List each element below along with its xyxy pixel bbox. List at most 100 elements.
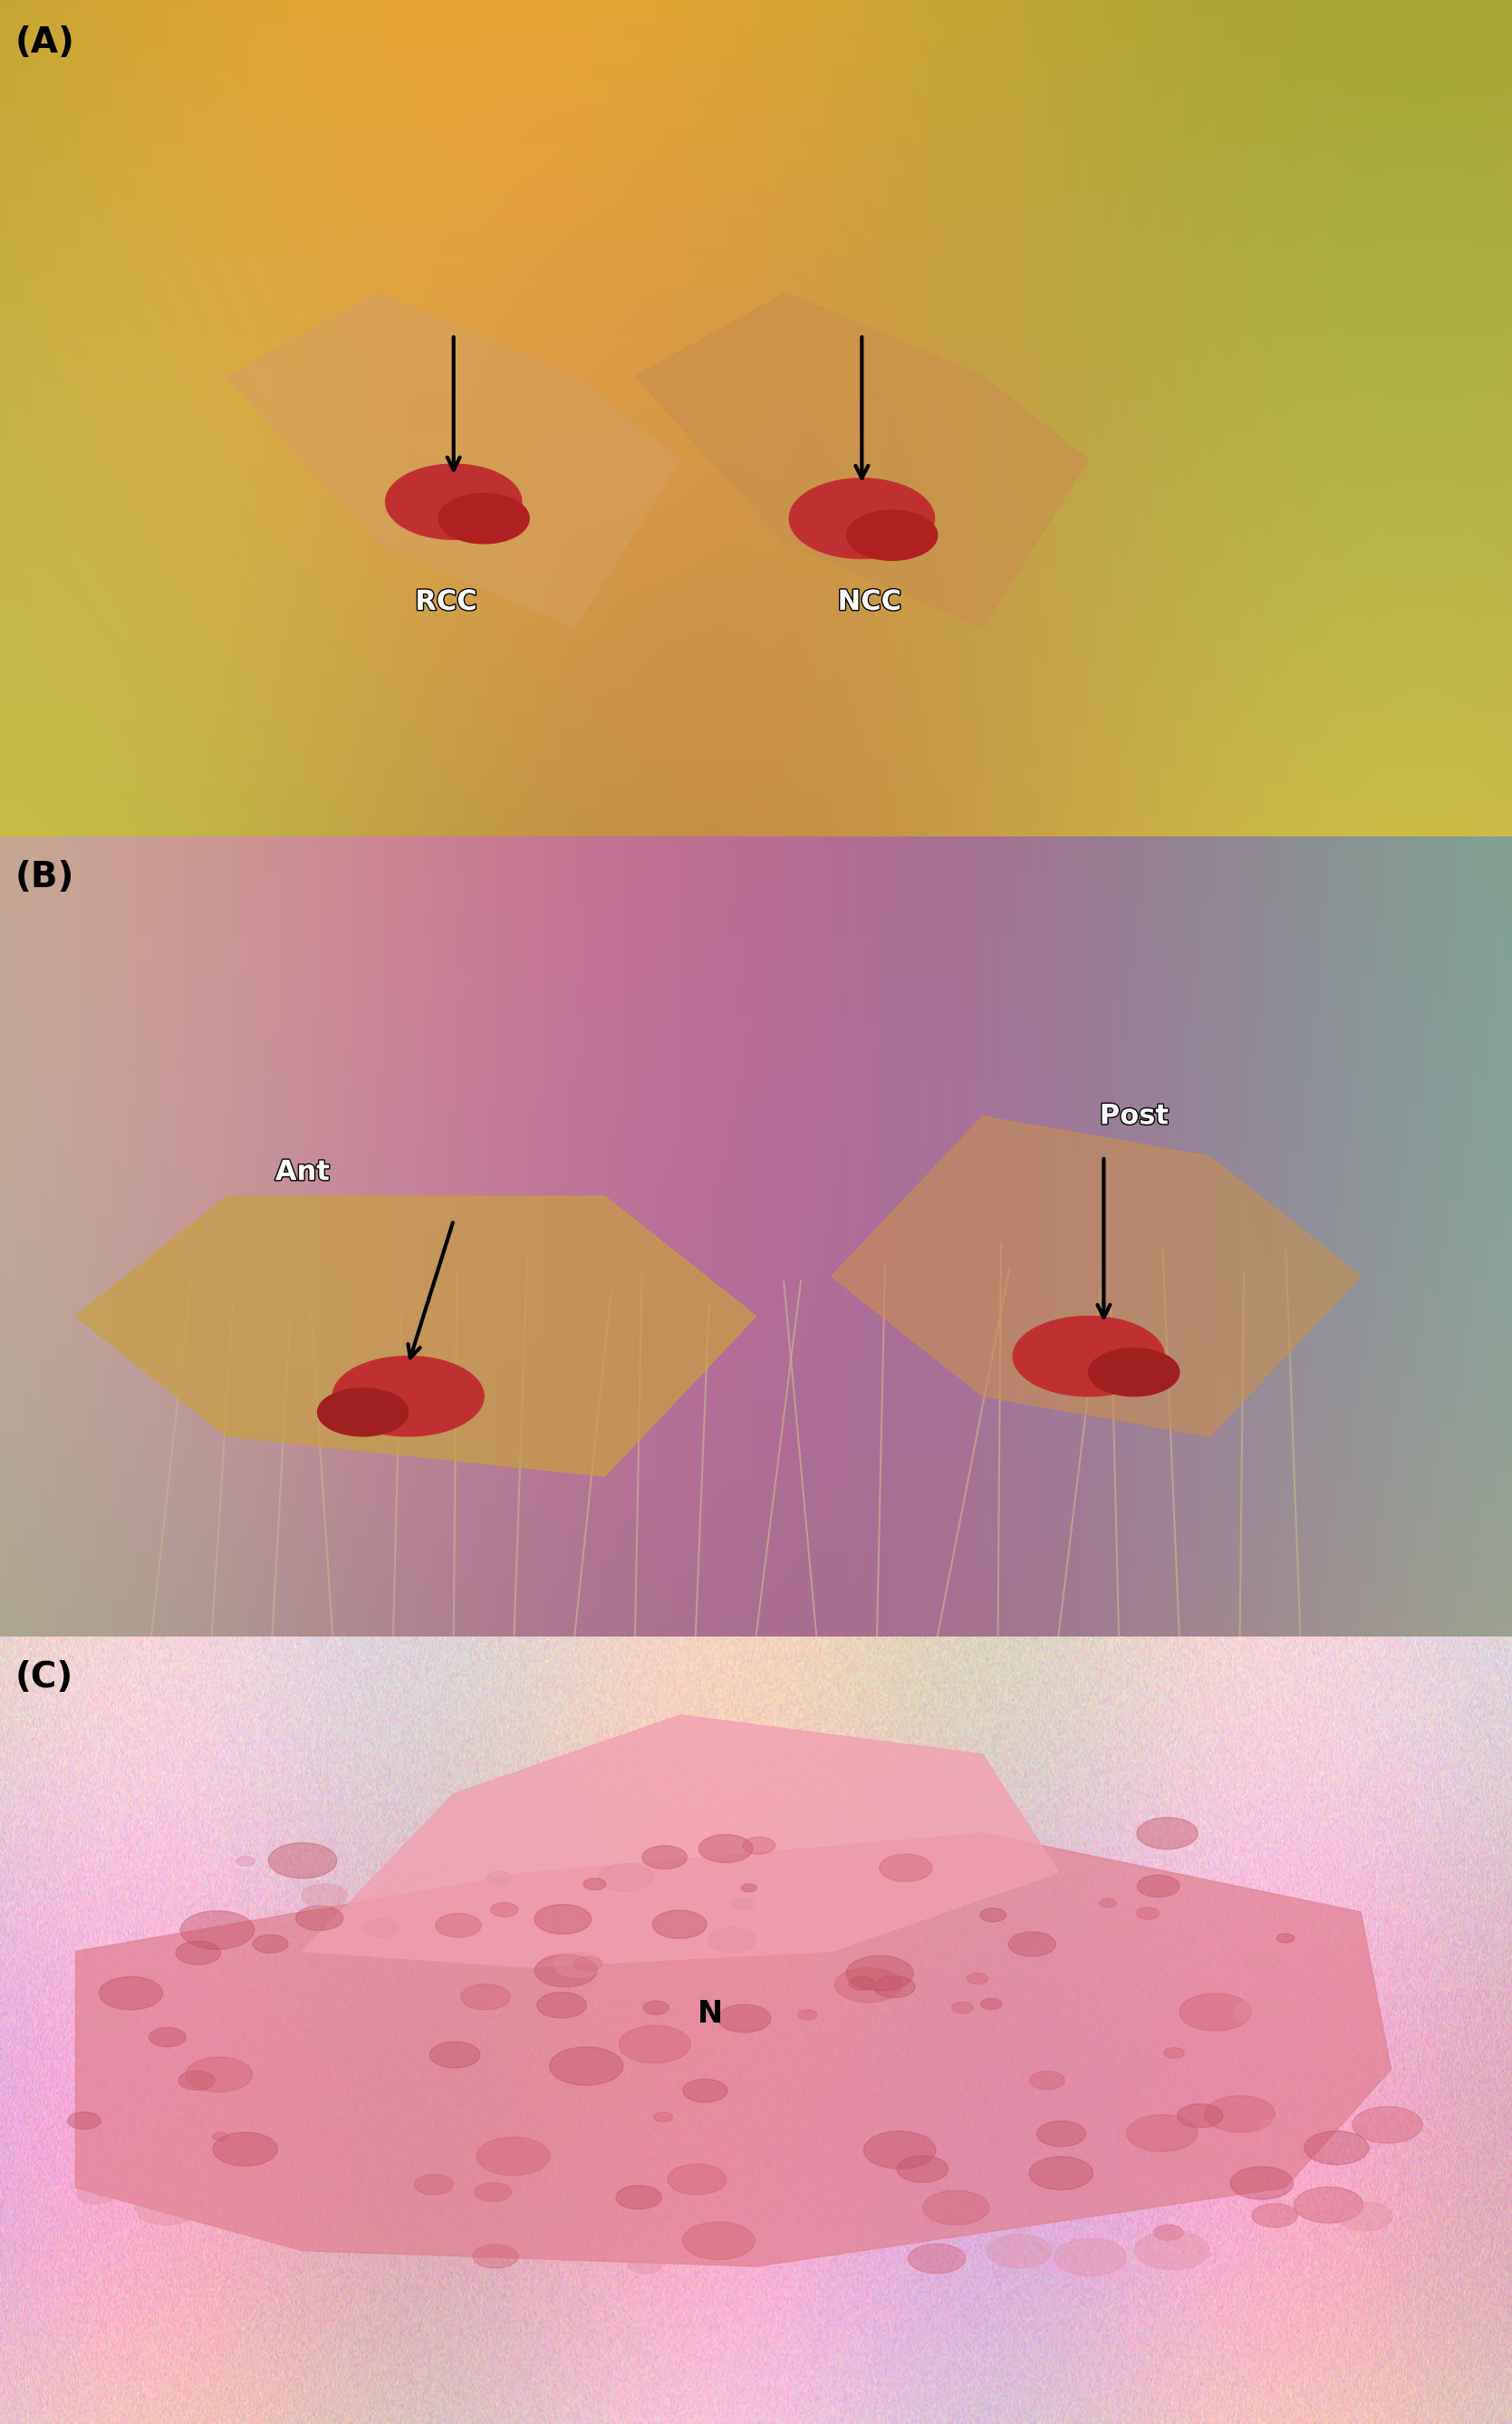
Circle shape (1126, 2114, 1198, 2153)
Circle shape (966, 1973, 987, 1983)
Circle shape (1154, 2225, 1184, 2240)
Circle shape (136, 2194, 195, 2225)
Circle shape (296, 1905, 343, 1930)
Circle shape (298, 2177, 327, 2194)
Circle shape (553, 1951, 603, 1978)
Circle shape (863, 2131, 936, 2169)
Circle shape (364, 1920, 399, 1937)
Circle shape (987, 2235, 1052, 2269)
Circle shape (535, 1954, 597, 1988)
Circle shape (318, 1389, 408, 1435)
Circle shape (1178, 2104, 1223, 2128)
Circle shape (269, 1842, 337, 1879)
Circle shape (1089, 1348, 1179, 1396)
Circle shape (175, 1942, 221, 1966)
Circle shape (1099, 1898, 1116, 1908)
Circle shape (1337, 2201, 1393, 2230)
Circle shape (643, 1845, 686, 1869)
Circle shape (627, 2254, 662, 2274)
Circle shape (1009, 1932, 1055, 1956)
Circle shape (1231, 2167, 1293, 2199)
Circle shape (1235, 1997, 1290, 2024)
Circle shape (909, 2245, 965, 2274)
Circle shape (1261, 2119, 1287, 2133)
Circle shape (1305, 2131, 1368, 2165)
Circle shape (742, 1837, 776, 1854)
Circle shape (1243, 1954, 1276, 1971)
Circle shape (1164, 2048, 1184, 2058)
Circle shape (186, 2058, 253, 2092)
Text: (B): (B) (15, 861, 74, 894)
Polygon shape (635, 293, 1089, 628)
Circle shape (1137, 1876, 1179, 1898)
Circle shape (682, 2223, 754, 2259)
Circle shape (732, 1898, 753, 1910)
Circle shape (537, 1993, 587, 2019)
Circle shape (741, 1883, 756, 1891)
Circle shape (699, 1835, 753, 1862)
Circle shape (180, 1910, 254, 1949)
Circle shape (475, 2182, 511, 2201)
Circle shape (789, 478, 934, 558)
Circle shape (552, 2199, 617, 2233)
Circle shape (150, 2026, 186, 2046)
Circle shape (951, 2002, 974, 2014)
Circle shape (473, 2245, 519, 2269)
Text: (A): (A) (15, 24, 74, 61)
Circle shape (897, 2155, 948, 2182)
Circle shape (1087, 1917, 1139, 1944)
Polygon shape (302, 1716, 1058, 1968)
Polygon shape (832, 1115, 1361, 1435)
Circle shape (618, 2026, 691, 2063)
Text: (C): (C) (15, 1660, 73, 1694)
Circle shape (301, 1883, 346, 1908)
Circle shape (1137, 1908, 1160, 1920)
Circle shape (922, 2191, 989, 2225)
Circle shape (980, 1908, 1005, 1922)
Circle shape (253, 1934, 287, 1954)
Circle shape (874, 1976, 915, 1997)
Text: N: N (699, 2000, 723, 2029)
Text: Ant: Ant (275, 1159, 330, 1185)
Circle shape (1037, 2121, 1086, 2148)
Circle shape (1030, 2070, 1064, 2089)
Circle shape (683, 2080, 727, 2102)
Circle shape (429, 2041, 481, 2068)
Circle shape (1054, 2237, 1126, 2276)
Circle shape (847, 509, 937, 560)
Circle shape (1013, 1316, 1164, 1396)
Circle shape (438, 494, 529, 543)
Text: Post: Post (1099, 1103, 1169, 1130)
Circle shape (798, 2009, 816, 2019)
Polygon shape (76, 1197, 756, 1476)
Circle shape (491, 1903, 519, 1917)
Circle shape (1152, 2138, 1225, 2177)
Circle shape (534, 1905, 591, 1934)
Circle shape (599, 1864, 653, 1891)
Circle shape (643, 2000, 668, 2014)
Circle shape (981, 1997, 1002, 2009)
Circle shape (178, 2070, 215, 2089)
Circle shape (1179, 1993, 1252, 2031)
Circle shape (236, 1857, 254, 1866)
Circle shape (1294, 2186, 1364, 2223)
Circle shape (668, 2165, 726, 2194)
Circle shape (1030, 2157, 1093, 2189)
Circle shape (1352, 2106, 1423, 2143)
Text: RCC: RCC (416, 589, 476, 616)
Circle shape (1128, 2056, 1166, 2075)
Circle shape (652, 1910, 706, 1939)
Circle shape (848, 1976, 874, 1990)
Circle shape (584, 1879, 606, 1891)
Circle shape (835, 1968, 901, 2002)
Circle shape (1276, 1934, 1294, 1942)
Circle shape (549, 2046, 623, 2085)
Polygon shape (227, 293, 680, 628)
Circle shape (1136, 2230, 1210, 2269)
Circle shape (414, 2174, 454, 2194)
Circle shape (386, 463, 522, 541)
Circle shape (100, 1976, 163, 2009)
Circle shape (573, 1956, 602, 1971)
Circle shape (708, 1927, 756, 1951)
Circle shape (615, 2186, 662, 2208)
